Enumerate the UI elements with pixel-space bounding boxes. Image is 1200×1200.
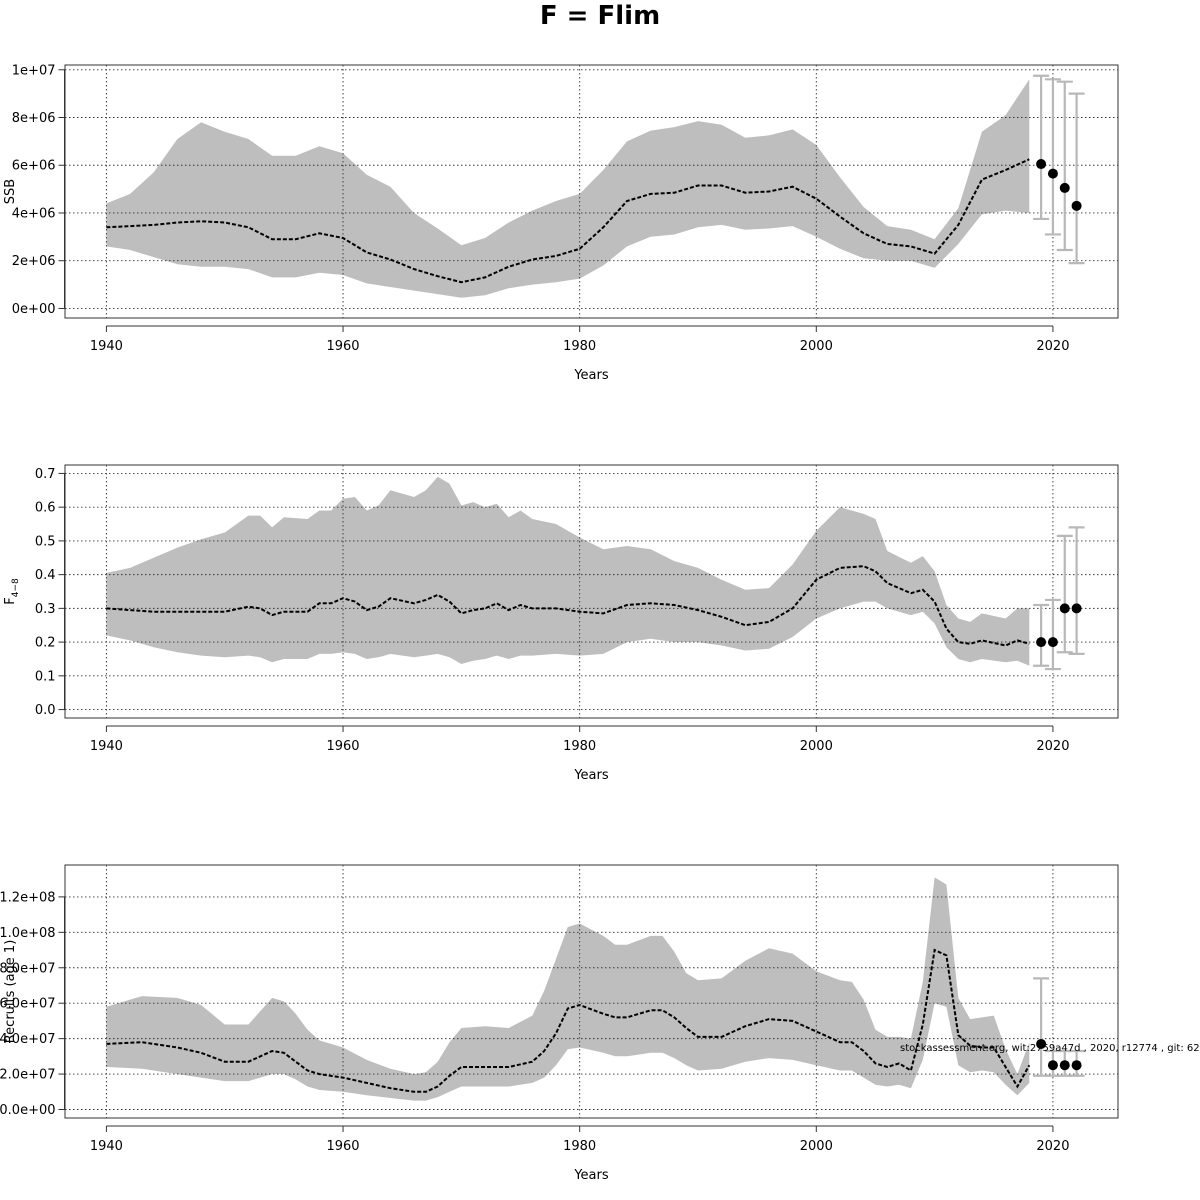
y-tick-label: 1.2e+08: [0, 890, 56, 905]
x-tick-label: 2000: [800, 1139, 833, 1154]
y-tick-label: 4.0e+07: [0, 1032, 56, 1047]
y-tick-label: 1.0e+08: [0, 926, 56, 941]
forecast-point: [1071, 603, 1082, 614]
y-tick-label: 0.1: [35, 669, 56, 684]
x-tick-label: 2020: [1036, 739, 1069, 754]
x-axis-label: Years: [573, 368, 609, 383]
y-tick-label: 1e+07: [12, 63, 56, 78]
y-axis-label-main: F: [3, 597, 18, 604]
y-tick-label: 0.7: [35, 467, 56, 482]
forecast-point: [1036, 159, 1047, 170]
recruits-panel: 1940 1960 1980 2000 2020 0.0e+00 2.0e+07 4.0e+0…: [0, 864, 1119, 1183]
forecast-errorbar: [1033, 74, 1050, 221]
forecast-point: [1047, 637, 1058, 648]
x-tick-label: 2020: [1036, 1139, 1069, 1154]
fbar-estimate-line: [106, 565, 1030, 647]
forecast-errorbar: [1033, 977, 1050, 1077]
x-tick-label: 1960: [326, 339, 359, 354]
y-tick-label: 0.3: [35, 602, 56, 617]
y-tick-label: 0.4: [35, 568, 56, 583]
y-axis-label-subscript: 4−8: [11, 578, 21, 597]
y-axis-label: Recruits (age 1): [3, 940, 18, 1044]
y-tick-label: 6e+06: [12, 159, 56, 174]
x-tick-label: 1940: [90, 739, 123, 754]
y-tick-label: 8e+06: [12, 111, 56, 126]
y-tick-label: 6.0e+07: [0, 997, 56, 1012]
x-axis-label: Years: [573, 1168, 609, 1183]
forecast-errorbar: [1056, 80, 1073, 252]
y-tick-label: 0e+00: [12, 302, 56, 317]
x-tick-label: 1980: [563, 1139, 596, 1154]
y-tick-label: 4e+06: [12, 206, 56, 221]
recruits-confidence-band: [106, 877, 1030, 1101]
ssb-panel: 1940 1960 1980 2000 2020 0e+00 2e+06 4e+06 6e+06…: [3, 63, 1119, 383]
watermark-text: stockassessment.org, wit:2759a47d , 2020…: [900, 1043, 1200, 1054]
forecast-errorbar: [1044, 78, 1061, 236]
forecast-errorbar: [1044, 598, 1061, 671]
forecast-point: [1059, 1060, 1070, 1071]
forecast-point: [1071, 200, 1082, 211]
x-tick-label: 2020: [1036, 339, 1069, 354]
y-axis-label-main: Recruits (age 1): [3, 940, 18, 1044]
y-tick-label: 0.2: [35, 636, 56, 651]
x-tick-label: 1940: [90, 1139, 123, 1154]
y-tick-label: 0.0e+00: [0, 1103, 56, 1118]
x-tick-label: 1980: [563, 339, 596, 354]
forecast-point: [1036, 1038, 1047, 1049]
forecast-point: [1036, 637, 1047, 648]
y-axis-label: F4−8: [3, 578, 21, 605]
ssb-confidence-band: [106, 79, 1030, 298]
forecast-point: [1047, 1060, 1058, 1071]
y-axis-label-main: SSB: [3, 179, 18, 204]
y-tick-label: 8.0e+07: [0, 961, 56, 976]
forecast-point: [1059, 182, 1070, 193]
forecast-errorbar: [1068, 92, 1085, 265]
forecast-point: [1059, 603, 1070, 614]
x-tick-label: 1960: [326, 739, 359, 754]
forecast-errorbar: [1033, 603, 1050, 667]
forecast-point: [1047, 168, 1058, 179]
forecast-errorbar: [1068, 526, 1085, 656]
y-tick-label: 0.6: [35, 501, 56, 516]
x-axis-label: Years: [573, 768, 609, 783]
x-tick-label: 1980: [563, 739, 596, 754]
y-tick-label: 2e+06: [12, 254, 56, 269]
y-tick-label: 2.0e+07: [0, 1068, 56, 1083]
x-tick-label: 1940: [90, 339, 123, 354]
x-tick-label: 2000: [800, 339, 833, 354]
recruits-estimate-line: [106, 948, 1031, 1093]
y-tick-label: 0.5: [35, 534, 56, 549]
y-axis-label: SSB: [3, 179, 18, 204]
y-tick-label: 0.0: [35, 703, 56, 718]
forecast-errorbar: [1056, 534, 1073, 654]
x-tick-label: 1960: [326, 1139, 359, 1154]
fbar-panel: 1940 1960 1980 2000 2020 0.0 0.1 0.2 0.3 0.4 0.5 0.…: [3, 464, 1119, 783]
fbar-confidence-band: [106, 476, 1030, 666]
forecast-point: [1071, 1060, 1082, 1071]
x-tick-label: 2000: [800, 739, 833, 754]
chart-title: F = Flim: [539, 1, 661, 31]
